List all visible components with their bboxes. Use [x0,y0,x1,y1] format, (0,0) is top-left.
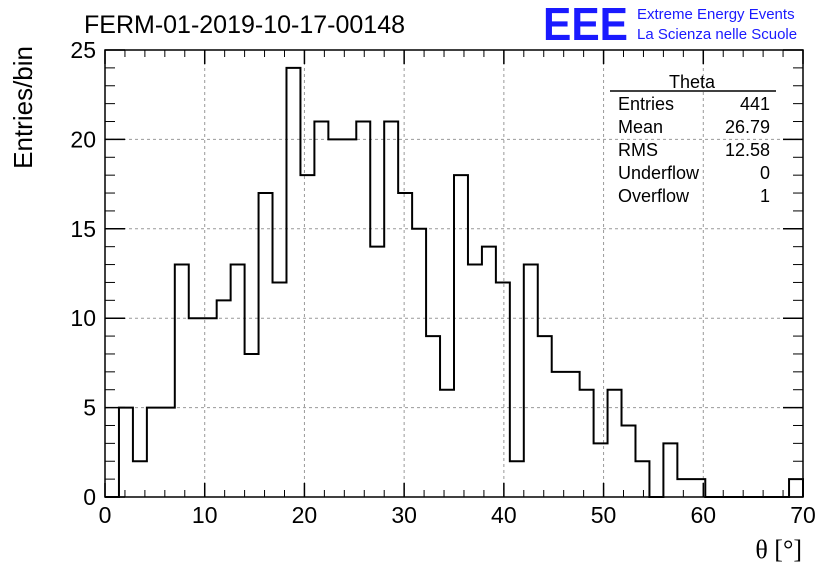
stats-row-label: Entries [618,94,674,114]
stats-title: Theta [669,72,716,92]
x-tick-label: 30 [391,502,417,528]
stats-row-value: 26.79 [725,117,770,137]
x-tick-label: 50 [591,502,617,528]
logo-line1: Extreme Energy Events [637,6,795,23]
y-tick-label: 0 [83,484,96,510]
logo-mark: EEE [543,0,628,50]
y-tick-label: 5 [83,395,96,421]
logo-line2: La Scienza nelle Scuole [637,26,797,43]
x-tick-label: 70 [790,502,816,528]
x-axis-label: θ [°] [755,535,802,564]
x-tick-label: 10 [192,502,218,528]
x-tick-label: 20 [292,502,318,528]
y-axis-label: Entries/bin [8,46,38,169]
stats-row-value: 1 [760,186,770,206]
x-tick-label: 0 [99,502,112,528]
y-tick-label: 10 [70,305,96,331]
x-tick-label: 40 [491,502,517,528]
stats-row-value: 12.58 [725,140,770,160]
chart-title: FERM-01-2019-10-17-00148 [84,11,405,39]
y-tick-label: 20 [70,126,96,152]
y-tick-label: 15 [70,216,96,242]
histogram-chart: FERM-01-2019-10-17-00148 EEE Extreme Ene… [0,0,836,572]
eee-logo: EEE Extreme Energy Events La Scienza nel… [543,0,797,50]
y-tick-label: 25 [70,37,96,63]
stats-row-value: 0 [760,163,770,183]
stats-row-value: 441 [740,94,770,114]
stats-row-label: Overflow [618,186,690,206]
stats-row-label: RMS [618,140,658,160]
stats-row-label: Underflow [618,163,700,183]
histogram-series [105,68,803,497]
stats-row-label: Mean [618,117,663,137]
x-tick-label: 60 [690,502,716,528]
